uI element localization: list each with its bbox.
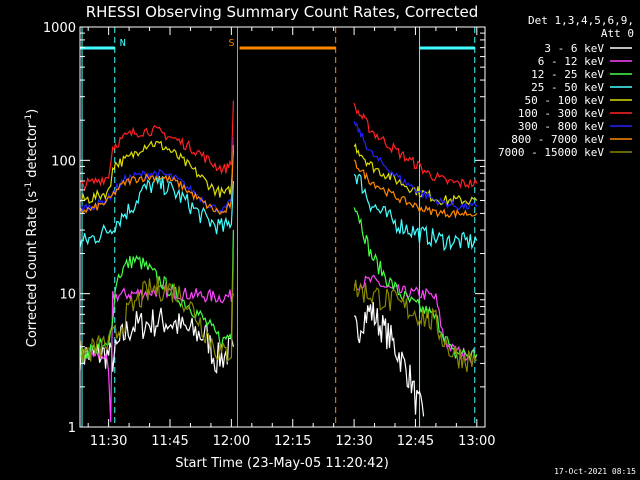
series-line: [79, 282, 234, 423]
series-line: [353, 121, 478, 211]
series-3: [79, 173, 478, 252]
annotation-label: N: [120, 38, 126, 49]
x-tick-label: 12:00: [213, 434, 250, 449]
legend-entry-label: 12 - 25 keV: [531, 68, 604, 81]
series-6: [79, 121, 478, 216]
series-line: [353, 301, 425, 417]
y-tick-label: 100: [51, 154, 76, 169]
series-0: [79, 301, 425, 417]
x-axis: 11:30 11:45 12:00 12:15 12:30 12:45 13:00: [87, 27, 496, 449]
series-8: [79, 253, 478, 373]
y-axis-label-exp2: -1: [24, 114, 34, 123]
y-axis-label: Corrected Count Rate (s-1 detector-1): [24, 109, 40, 347]
legend-entry-label: 50 - 100 keV: [525, 94, 605, 107]
series-5: [79, 100, 478, 192]
series-line: [79, 253, 234, 364]
series-line: [79, 136, 234, 216]
footer-date: 17-Oct-2021 08:15: [554, 467, 636, 476]
x-axis-label: Start Time (23-May-05 11:20:42): [175, 456, 389, 471]
x-tick-label: 13:00: [458, 434, 495, 449]
legend-entry-label: 300 - 800 keV: [518, 120, 604, 133]
series-line: [353, 207, 478, 361]
series-7: [79, 145, 478, 219]
x-tick-label: 11:45: [151, 434, 188, 449]
legend-entry-label: 100 - 300 keV: [518, 107, 604, 120]
series-layer: [79, 100, 478, 423]
chart-title: RHESSI Observing Summary Count Rates, Co…: [86, 3, 479, 21]
legend-header-line1: Det 1,3,4,5,6,9,: [528, 14, 634, 27]
x-tick-label: 12:45: [397, 434, 434, 449]
legend-entry-label: 800 - 7000 keV: [511, 133, 604, 146]
series-line: [79, 100, 234, 192]
y-axis-label-exp1: -1: [24, 182, 34, 191]
legend-entry-label: 6 - 12 keV: [538, 55, 605, 68]
legend-entry-label: 3 - 6 keV: [544, 42, 604, 55]
series-line: [353, 279, 478, 373]
series-line: [353, 102, 478, 190]
y-axis: 1 10 100 1000: [43, 21, 485, 436]
y-axis-label-end: ): [25, 109, 40, 114]
legend-header-line2: Att 0: [601, 27, 634, 40]
series-line: [79, 307, 234, 374]
legend-entry-label: 7000 - 15000 keV: [498, 146, 604, 159]
x-tick-label: 11:30: [90, 434, 127, 449]
series-line: [79, 145, 234, 216]
y-tick-label: 10: [59, 288, 76, 303]
series-line: [353, 173, 478, 252]
annotation-label: S: [228, 38, 234, 49]
legend-entry-label: 25 - 50 keV: [531, 81, 604, 94]
y-axis-label-tail: detector: [25, 122, 40, 182]
x-tick-label: 12:15: [274, 434, 311, 449]
series-line: [79, 140, 234, 204]
x-tick-label: 12:30: [335, 434, 372, 449]
series-line: [353, 159, 478, 219]
y-axis-label-main: Corrected Count Rate (s: [25, 191, 40, 348]
y-tick-label: 1000: [43, 21, 76, 36]
y-tick-label: 1: [68, 421, 76, 436]
series-line: [79, 175, 234, 248]
plot-frame: [79, 26, 486, 428]
